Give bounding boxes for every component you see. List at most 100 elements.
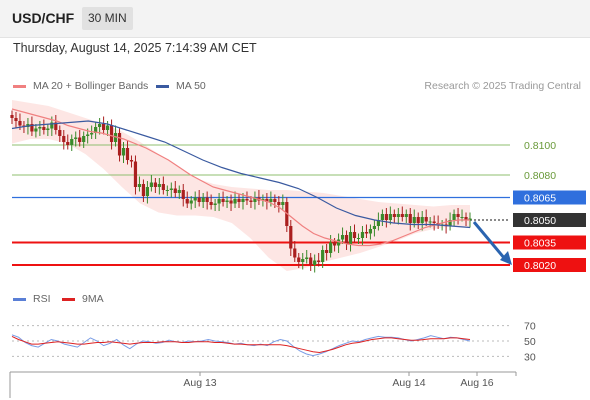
candle-up <box>34 128 38 132</box>
candle-down <box>181 190 185 199</box>
candle-up <box>241 199 245 202</box>
last-price-label: 0.8050 <box>524 215 556 227</box>
candle-up <box>137 184 142 187</box>
candle-up <box>145 187 150 196</box>
candles-layer <box>10 110 472 273</box>
candle-up <box>412 217 416 223</box>
candle-up <box>301 259 305 262</box>
candle-up <box>217 199 221 204</box>
rsi-swatch <box>13 297 26 301</box>
candle-up <box>420 217 424 223</box>
candle-down <box>229 200 233 204</box>
candle-up <box>448 220 452 226</box>
candle-down <box>352 232 357 238</box>
candle-up <box>82 136 86 142</box>
pivot-label: 0.8065 <box>524 193 556 205</box>
candle-up <box>460 217 464 218</box>
candle-up <box>452 214 456 220</box>
rsi-ma-line <box>11 335 471 354</box>
x-tick-label: Aug 13 <box>183 377 216 389</box>
candle-up <box>428 221 432 223</box>
candle-down <box>273 199 277 202</box>
candle-up <box>46 128 50 130</box>
candle-down <box>205 197 209 202</box>
candle-down <box>293 248 297 258</box>
legend-rsi-ma: 9MA <box>62 293 104 305</box>
candle-up <box>313 260 317 265</box>
candle-down <box>14 118 18 121</box>
x-tick-label: Aug 14 <box>392 377 425 389</box>
candle-down <box>78 137 82 142</box>
candle-up <box>388 214 392 220</box>
candle-up <box>305 257 309 259</box>
legend-rsi: RSI <box>13 293 51 305</box>
bollinger-band-area <box>12 100 470 271</box>
candle-up <box>281 202 285 205</box>
candle-up <box>113 133 118 142</box>
candle-down <box>392 214 396 217</box>
candle-down <box>125 148 130 160</box>
candle-down <box>66 142 70 145</box>
support-label: 0.8035 <box>524 238 556 250</box>
interval-button[interactable]: 30 MIN <box>82 7 133 30</box>
candle-up <box>70 139 74 145</box>
ma20-line <box>11 108 470 247</box>
candle-up <box>269 199 273 202</box>
moving-averages-layer <box>11 108 471 247</box>
candle-down <box>344 235 349 244</box>
candle-down <box>133 161 138 187</box>
candle-down <box>289 226 293 249</box>
candle-up <box>340 235 345 240</box>
candle-up <box>98 124 102 127</box>
candle-down <box>221 199 225 202</box>
candle-up <box>189 200 193 204</box>
candle-up <box>376 220 380 226</box>
candle-up <box>404 214 408 217</box>
candle-down <box>153 182 157 187</box>
legend-ma50-label: MA 50 <box>176 80 206 92</box>
support-label-box <box>513 235 586 250</box>
candle-up <box>380 214 384 220</box>
legend-ma20: MA 20 + Bollinger Bands <box>13 80 148 92</box>
candle-down <box>42 127 46 130</box>
candle-down <box>408 214 412 223</box>
candle-up <box>50 122 54 129</box>
candle-down <box>424 217 428 222</box>
support-label-box <box>513 258 586 272</box>
bollinger-bands-layer <box>12 100 470 271</box>
candle-up <box>121 148 126 156</box>
candle-down <box>464 217 468 220</box>
timestamp: Thursday, August 14, 2025 7:14:39 AM CET <box>13 41 257 55</box>
candle-up <box>225 200 229 202</box>
candle-up <box>38 127 42 129</box>
rsi-line <box>11 334 471 357</box>
candle-up <box>261 199 265 201</box>
candle-up <box>368 229 373 234</box>
candle-down <box>265 199 269 202</box>
candle-down <box>400 214 404 217</box>
candle-up <box>336 239 341 246</box>
rsi-tick-label: 70 <box>524 321 536 333</box>
candle-up <box>329 242 333 253</box>
candle-down <box>317 260 321 262</box>
header-bar: USD/CHF 30 MIN <box>0 0 590 38</box>
candle-down <box>117 133 122 156</box>
credit-text: Research © 2025 Trading Central <box>424 80 581 92</box>
ma20-swatch <box>13 84 26 88</box>
candle-up <box>356 238 361 239</box>
last-price-label-box <box>513 213 586 227</box>
candle-down <box>30 124 34 132</box>
candle-down <box>364 232 369 234</box>
resistance-label: 0.8080 <box>524 170 556 182</box>
candle-down <box>18 121 22 126</box>
candle-up <box>149 182 153 187</box>
candle-up <box>90 133 94 135</box>
candle-down <box>141 184 146 196</box>
resistance-label: 0.8100 <box>524 140 556 152</box>
candle-up <box>177 190 181 193</box>
candle-down <box>249 200 253 202</box>
candle-up <box>360 232 365 238</box>
support-label: 0.8020 <box>524 260 556 272</box>
legend-rsi-label: RSI <box>33 293 51 305</box>
